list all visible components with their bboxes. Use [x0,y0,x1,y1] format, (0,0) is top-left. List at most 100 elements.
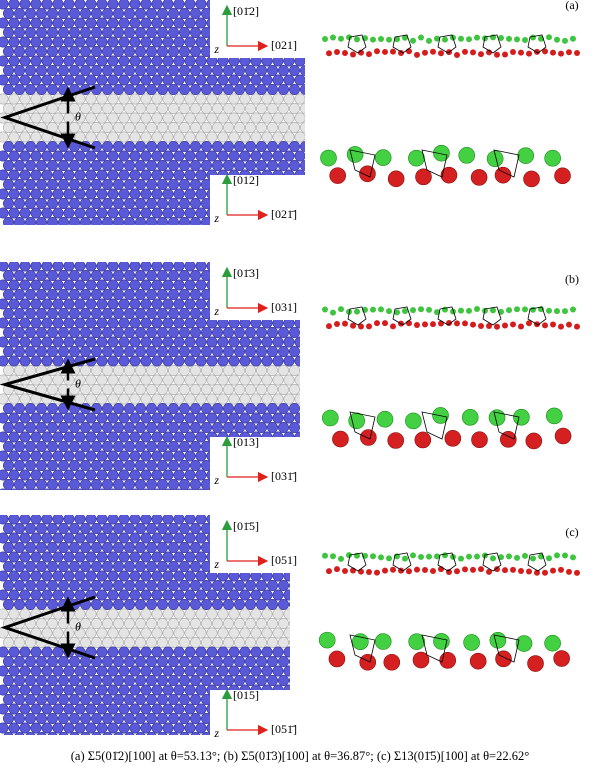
atom [47,498,57,508]
boundary-atom [96,131,108,143]
boundary-atom [217,93,229,105]
boundary-atom [102,618,114,630]
atom [206,0,218,10]
panel-label: (a) [565,0,578,12]
atom [157,422,169,434]
atom [261,55,273,67]
atom-small [358,568,364,575]
atom [91,346,103,358]
atom [69,217,81,225]
boundary-atom [157,365,169,377]
atom [24,141,36,153]
axis-label: [031] [271,300,297,314]
atom [179,460,191,472]
atom [8,488,20,490]
atom [168,198,180,210]
atom [250,646,262,658]
boundary-atom [146,122,158,134]
atom [30,355,42,367]
atom [113,217,125,225]
atom-small [514,306,520,313]
atom [30,684,42,696]
atom-small [334,321,340,328]
atom [173,488,185,490]
atom [306,704,316,714]
atom [288,8,300,19]
atom [228,336,240,348]
atom-small [346,34,352,41]
atom [322,580,332,590]
atom-small [486,568,492,575]
atom [288,675,290,687]
atom [151,336,163,348]
atom [294,412,300,424]
atom [272,589,284,601]
atom-small [434,35,440,42]
atom [266,84,278,96]
atom-small [554,36,560,43]
atom [0,150,9,162]
boundary-atom [107,374,119,386]
atom [277,141,289,153]
atom [24,8,36,19]
atom [306,0,316,9]
atom [228,317,240,329]
atom [162,469,174,481]
atom-small [502,567,508,574]
atom [311,217,321,227]
atom [74,703,86,715]
atom [299,403,300,415]
atom [146,8,158,19]
atom [173,279,185,291]
boundary-atom [85,627,97,639]
atom [35,198,47,210]
atom-small [346,552,352,559]
atom [107,684,119,696]
atom [168,84,180,96]
atom [118,298,130,310]
atom [135,45,147,57]
atom [124,8,136,19]
atom [74,450,86,462]
atom [30,469,42,481]
atom [69,327,81,339]
bond [493,634,520,663]
atom [85,431,97,443]
boundary-atom [179,365,191,377]
atom [195,469,207,481]
atom [294,55,305,67]
atom [201,441,213,453]
atom [91,327,103,339]
atom [228,450,240,462]
atom-large [412,651,430,669]
atom [201,523,213,534]
atom [52,298,64,310]
atom-small [462,48,468,55]
atom [206,262,218,272]
boundary-atom [151,608,163,620]
atom [80,713,92,725]
atom [201,675,213,687]
atom [162,703,174,715]
boundary-atom [239,112,251,124]
atom [317,432,327,442]
atom [168,560,180,572]
atom [277,179,289,191]
atom [277,26,289,38]
boundary-atom [46,618,58,630]
atom [179,479,191,490]
panel-label: (c) [565,525,578,539]
atom-small [330,553,336,560]
boundary-atom [288,103,300,115]
boundary-atom [261,112,273,124]
atom [179,288,191,300]
atom-small [458,307,464,314]
atom [239,570,251,582]
atom [57,270,69,281]
boundary-atom [223,103,235,115]
boundary-atom [146,384,158,396]
atom [46,160,58,172]
atom [135,26,147,38]
atom [173,532,185,544]
atom [212,422,224,434]
